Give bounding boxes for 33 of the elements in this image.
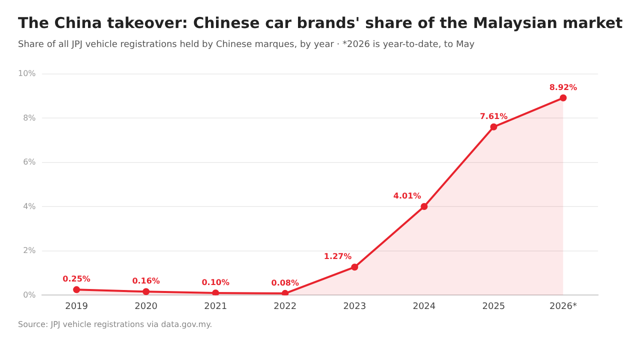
point bbox=[560, 94, 567, 102]
data-label: 0.08% bbox=[271, 278, 300, 288]
x-tick-label: 2019 bbox=[65, 302, 88, 312]
point bbox=[351, 264, 358, 271]
chart-subtitle: Share of all JPJ vehicle registrations held by Chinese marques, by year · *2026 is year-to-date, to May bbox=[18, 40, 475, 50]
y-tick-label: 8% bbox=[23, 113, 36, 122]
data-label: 0.16% bbox=[132, 276, 160, 286]
data-label: 4.01% bbox=[393, 192, 422, 201]
x-tick-label: 2020 bbox=[134, 302, 158, 312]
point bbox=[282, 290, 289, 296]
chart-title: The China takeover: Chinese car brands' share of the Malaysian market bbox=[18, 14, 623, 32]
point bbox=[212, 289, 220, 296]
y-tick-label: 4% bbox=[23, 202, 36, 211]
y-tick-label: 2% bbox=[23, 246, 36, 256]
data-label: 1.27% bbox=[324, 252, 352, 262]
x-tick-label: 2026* bbox=[550, 302, 578, 312]
data-label: 7.61% bbox=[480, 112, 508, 121]
data-label: 0.10% bbox=[202, 278, 230, 288]
x-tick-label: 2024 bbox=[412, 302, 436, 312]
data-label: 8.92% bbox=[549, 82, 578, 92]
x-tick-label: 2023 bbox=[343, 302, 366, 312]
y-tick-label: 6% bbox=[23, 158, 36, 167]
x-tick-label: 2022 bbox=[274, 302, 297, 312]
x-tick-label: 2025 bbox=[482, 302, 506, 312]
x-tick-label: 2021 bbox=[204, 302, 228, 312]
source-note: Source: JPJ vehicle registrations via data.gov.my. bbox=[18, 320, 212, 329]
y-tick-label: 0% bbox=[23, 290, 36, 300]
point bbox=[490, 123, 498, 130]
point bbox=[420, 203, 428, 210]
point bbox=[142, 288, 150, 296]
y-tick-label: 10% bbox=[18, 69, 36, 78]
point bbox=[73, 286, 80, 294]
data-label: 0.25% bbox=[62, 274, 90, 284]
